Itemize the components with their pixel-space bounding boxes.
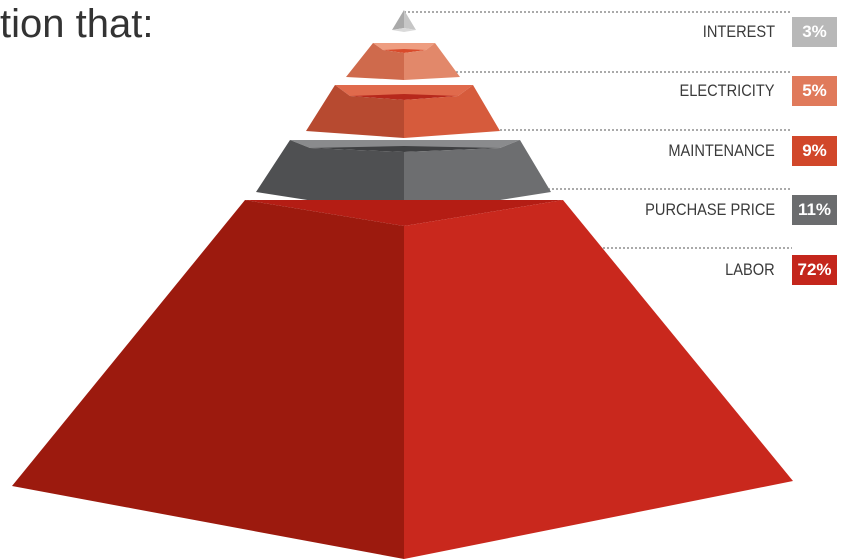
pyramid-tier-labor [12, 200, 793, 559]
legend-label-purchase-price: PURCHASE PRICE [645, 200, 775, 219]
legend-badge-interest: 3% [792, 17, 837, 47]
legend-row-purchase-price: PURCHASE PRICE 11% [590, 195, 845, 225]
pyramid-tier-maintenance [306, 85, 500, 138]
legend-badge-maintenance: 9% [792, 136, 837, 166]
pyramid-tier-interest [392, 10, 416, 32]
legend-row-interest: INTEREST 3% [590, 17, 845, 47]
legend-label-maintenance: MAINTENANCE [668, 141, 775, 160]
legend-label-labor: LABOR [725, 260, 775, 279]
legend-row-maintenance: MAINTENANCE 9% [590, 136, 845, 166]
legend-row-labor: LABOR 72% [590, 255, 845, 285]
pyramid-tier-electricity [346, 43, 460, 80]
legend-label-electricity: ELECTRICITY [679, 81, 775, 100]
legend-row-electricity: ELECTRICITY 5% [590, 76, 845, 106]
legend-badge-purchase-price: 11% [792, 195, 837, 225]
legend-badge-labor: 72% [792, 255, 837, 285]
pyramid-tier-purchase-price [256, 140, 551, 215]
legend-label-interest: INTEREST [702, 22, 775, 41]
heading-text: tion that: [0, 2, 154, 46]
legend-badge-electricity: 5% [792, 76, 837, 106]
